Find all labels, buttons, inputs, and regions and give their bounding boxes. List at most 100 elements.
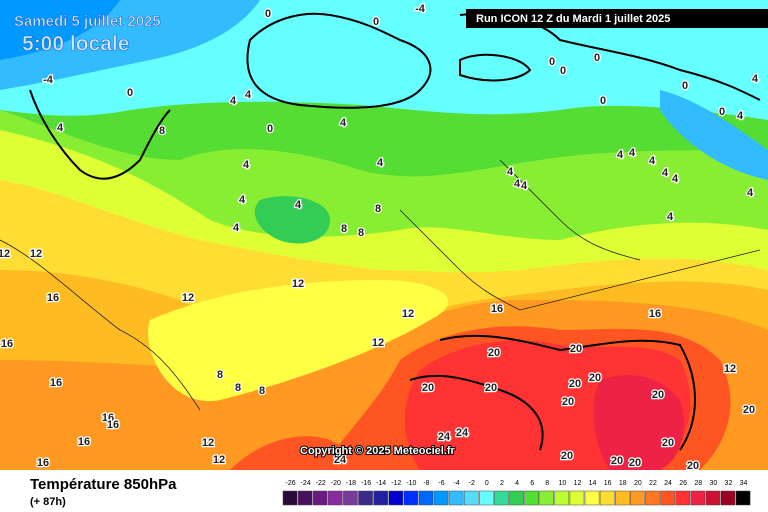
legend-label: 8 (545, 480, 549, 487)
coast-4 (29, 89, 171, 180)
legend-label: -22 (316, 480, 326, 487)
contour-label: 4 (629, 147, 636, 159)
contour-label: 20 (485, 382, 497, 394)
legend-label: 2 (500, 480, 504, 487)
contour-label: 24 (438, 431, 451, 443)
legend-swatch (418, 490, 434, 506)
contour-label: 12 (372, 337, 384, 349)
legend-swatch (614, 490, 630, 506)
contour-label: 4 (662, 167, 669, 179)
legend-label: 0 (485, 480, 489, 487)
contour-label: 4 (514, 178, 521, 190)
legend-swatch (705, 490, 721, 506)
legend-label: -10 (406, 480, 416, 487)
legend-swatch (690, 490, 706, 506)
legend-label: -2 (469, 480, 475, 487)
field-yellow (148, 280, 449, 402)
legend-label: 22 (649, 480, 657, 487)
legend-swatch (373, 490, 388, 506)
contour-label: 8 (159, 125, 165, 137)
field-blue (0, 0, 120, 60)
coast-6 (409, 374, 544, 451)
legend-label: -24 (301, 480, 311, 487)
contour-label: 20 (562, 396, 574, 408)
field-dark-red (593, 375, 684, 470)
legend-swatch (524, 490, 539, 506)
contour-label: 0 (127, 87, 133, 99)
contour-label: 20 (662, 437, 674, 449)
contour-label: -4 (415, 3, 426, 15)
contour-label: 20 (629, 457, 641, 469)
contour-label: 4 (239, 194, 246, 206)
legend-label: 10 (558, 480, 566, 487)
legend-swatch (312, 490, 328, 506)
copyright: Copyright © 2025 Meteociel.fr (300, 445, 456, 457)
legend-swatch (630, 490, 645, 506)
valid-time: 5:00 locale (22, 33, 129, 56)
legend-swatch (282, 490, 298, 506)
contour-label: 0 (267, 123, 273, 135)
contour-label: 4 (737, 110, 744, 122)
contour-label: 8 (217, 369, 223, 381)
contour-label: 12 (202, 437, 214, 449)
coast-1 (246, 12, 432, 109)
legend-label: 28 (694, 480, 702, 487)
contour-label: 12 (0, 248, 10, 260)
contour-label: 12 (402, 308, 414, 320)
borders-3 (0, 239, 201, 411)
contour-label: 0 (549, 56, 555, 68)
legend-swatch (463, 490, 479, 506)
valid-date: Samedi 5 juillet 2025 (14, 13, 161, 30)
contour-label: 16 (78, 436, 90, 448)
legend-label: 34 (740, 480, 748, 487)
contour-label: 20 (687, 460, 699, 472)
contour-label: 20 (488, 347, 500, 359)
run-info: Run ICON 12 Z du Mardi 1 juillet 2025 (476, 13, 670, 25)
contour-label: 4 (245, 89, 252, 101)
legend-label: -20 (331, 480, 341, 487)
field-red-west (230, 436, 370, 470)
contour-label: 20 (743, 404, 755, 416)
contour-label: 0 (600, 95, 606, 107)
contour-label: 8 (235, 382, 241, 394)
contour-label: 8 (375, 203, 381, 215)
contour-label: 0 (265, 8, 271, 20)
legend-swatch (554, 490, 570, 506)
contour-label: 4 (617, 149, 624, 161)
legend-label: 18 (619, 480, 627, 487)
coast-3 (459, 53, 532, 82)
contour-label: 0 (719, 106, 725, 118)
contour-label: 8 (341, 223, 347, 235)
legend-label: -8 (423, 480, 429, 487)
legend-label: 30 (709, 480, 717, 487)
legend-label: 20 (634, 480, 642, 487)
contour-label: 20 (611, 455, 623, 467)
legend-swatch (645, 490, 660, 506)
legend-label: 16 (604, 480, 612, 487)
contour-label: 16 (37, 457, 49, 469)
contour-label: 24 (334, 454, 347, 466)
contour-label: 16 (102, 412, 114, 424)
borders-1 (399, 209, 761, 311)
legend-label: 12 (574, 480, 582, 487)
footer-title: Température 850hPa (30, 476, 177, 493)
legend-swatch (343, 490, 358, 506)
contour-label: 12 (182, 292, 194, 304)
contour-label: 4 (295, 199, 302, 211)
contour-label: 8 (358, 227, 364, 239)
legend-swatch (735, 490, 751, 506)
legend-label: 14 (589, 480, 597, 487)
legend-label: 26 (679, 480, 687, 487)
contour-label: 16 (50, 377, 62, 389)
legend-label: 6 (530, 480, 534, 487)
legend-label: -26 (285, 480, 295, 487)
legend-swatch (448, 490, 464, 506)
legend-swatch (297, 490, 313, 506)
contour-label: 20 (569, 378, 581, 390)
contour-label: 4 (507, 166, 514, 178)
legend-label: 4 (515, 480, 519, 487)
coast-5 (439, 334, 696, 451)
contour-label: 4 (752, 73, 759, 85)
legend-label: -12 (391, 480, 401, 487)
